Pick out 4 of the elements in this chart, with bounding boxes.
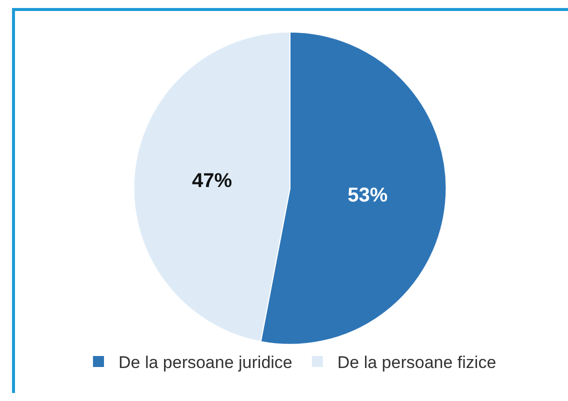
data-label: 53%: [348, 184, 388, 207]
legend-label: De la persoane fizice: [337, 353, 496, 372]
legend-label: De la persoane juridice: [118, 353, 292, 372]
data-label: 47%: [192, 170, 232, 192]
